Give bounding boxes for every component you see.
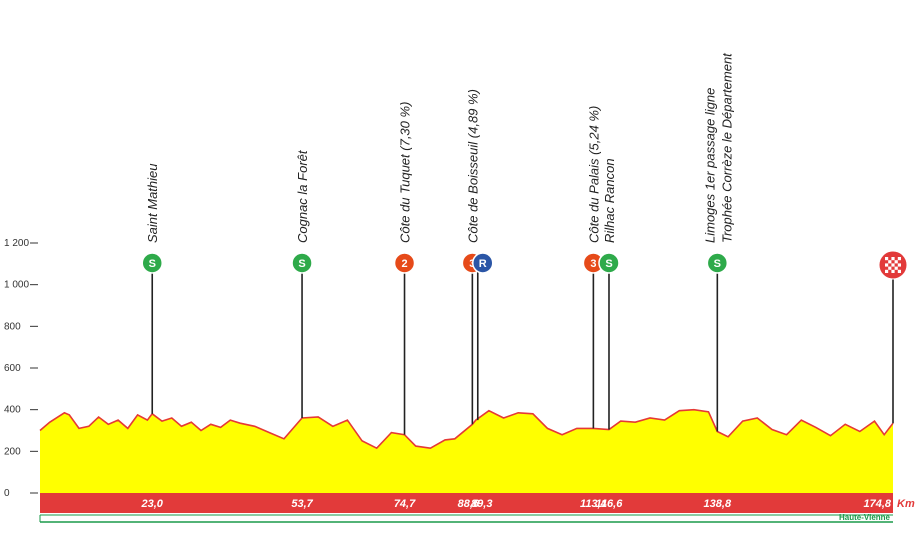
y-axis: 1 200 1 000 800 600 400 200 0 <box>4 238 38 499</box>
y-tick-label: 200 <box>4 446 21 457</box>
distance-band-bar <box>40 493 893 513</box>
route-marker-sprint: 138,8 S Limoges 1er passage ligne Trophée C… <box>702 52 734 510</box>
place-name: Côte de Boisseuil (4,89 %) <box>465 89 480 243</box>
place-name: Rilhac Rancon <box>602 158 617 243</box>
sprint-badge-icon <box>291 252 313 274</box>
km-label: 89,3 <box>471 498 492 510</box>
elevation-profile <box>39 408 894 493</box>
finish-check-square <box>891 269 895 273</box>
finish-check-square <box>885 263 889 267</box>
km-label: 174,8 <box>863 498 891 510</box>
finish-check-square <box>888 260 892 264</box>
place-name: Côte du Tuquet (7,30 %) <box>398 102 413 243</box>
route-marker-climb: 113,4 3 Côte du Palais (5,24 %) <box>580 106 607 510</box>
y-tick-label: 1 200 <box>4 238 29 249</box>
finish-check-square <box>885 257 889 261</box>
place-name: Limoges 1er passage ligne <box>702 88 717 243</box>
y-tick-label: 600 <box>4 363 21 374</box>
place-name: Côte du Palais (5,24 %) <box>586 106 601 243</box>
distance-band <box>40 493 893 513</box>
sprint-badge-icon <box>706 252 729 274</box>
y-tick-label: 0 <box>4 488 10 499</box>
route-marker-sprint: 23,0 S Saint Mathieu <box>141 164 164 511</box>
finish-check-square <box>894 266 898 270</box>
climb-category-badge-icon <box>393 252 416 274</box>
route-marker-refuel: 89,3 R <box>471 252 494 510</box>
km-label: 74,7 <box>394 498 416 510</box>
route-marker-climb: 88,63Côte de Boisseuil (4,89 %) <box>458 89 484 510</box>
y-tick-label: 1 000 <box>4 280 29 291</box>
route-marker-sprint: 53,7 S Cognac la Forêt <box>291 149 314 510</box>
km-label: 88,6 <box>458 498 480 510</box>
badge-label: S <box>714 258 721 270</box>
finish-check-square <box>897 263 901 267</box>
finish-check-square <box>897 257 901 261</box>
region-bar: Haute-Vienne <box>39 513 893 523</box>
finish-check-square <box>891 263 895 267</box>
place-name: Saint Mathieu <box>145 164 160 244</box>
y-tick-label: 400 <box>4 405 21 416</box>
finish-check-square <box>897 269 901 273</box>
badge-label: S <box>298 258 305 270</box>
refuel-badge-icon <box>472 252 494 274</box>
badge-label: R <box>479 258 487 270</box>
elevation-line <box>39 408 894 450</box>
km-label: 113,4 <box>580 498 607 510</box>
finish-check-square <box>894 260 898 264</box>
badge-label: 3 <box>590 258 596 270</box>
route-marker-finish: 174,8 <box>863 250 908 510</box>
finish-check-square <box>888 266 892 270</box>
km-label: 53,7 <box>291 498 313 510</box>
km-label: 116,6 <box>596 498 624 510</box>
sprint-badge-icon <box>141 252 163 274</box>
km-label: 23,0 <box>141 498 164 510</box>
finish-check-square <box>891 257 895 261</box>
place-name-secondary: Trophée Corrèze le Département <box>719 52 734 243</box>
badge-label: S <box>149 258 156 270</box>
finish-check-square <box>885 269 889 273</box>
badge-label: 2 <box>401 258 407 270</box>
route-marker-sprint: 116,6 S Rilhac Rancon <box>596 158 624 510</box>
badge-label: S <box>605 258 612 270</box>
sprint-badge-icon <box>598 252 620 274</box>
distance-unit-label: Km <box>897 498 915 510</box>
y-tick-label: 800 <box>4 321 21 332</box>
region-label: Haute-Vienne <box>839 513 891 522</box>
route-marker-climb: 74,7 2 Côte du Tuquet (7,30 %) <box>393 102 416 510</box>
km-label: 138,8 <box>704 498 732 510</box>
elevation-area <box>40 409 893 493</box>
place-name: Cognac la Forêt <box>295 149 310 243</box>
route-markers: 23,0 S Saint Mathieu 53,7 S Cognac la Forêt 74… <box>141 52 908 511</box>
